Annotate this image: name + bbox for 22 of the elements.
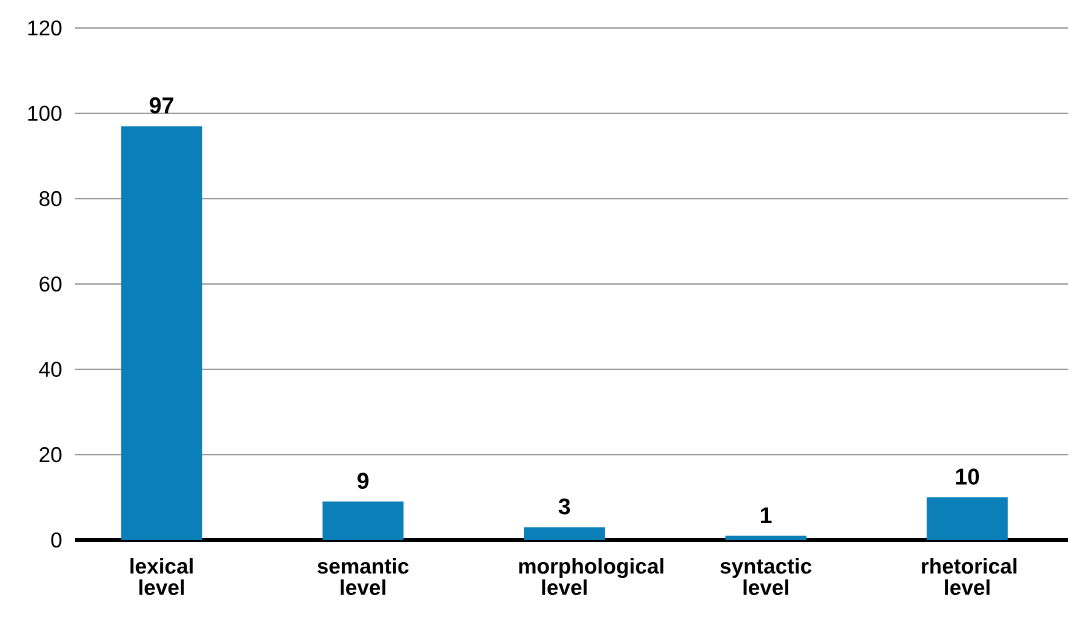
y-tick-label: 80 (39, 191, 62, 207)
bar (725, 535, 807, 540)
x-tick-label: semantic level (317, 558, 409, 596)
y-tick-label: 120 (28, 20, 62, 36)
x-tick-label: rhetorical level (922, 558, 1017, 596)
y-tick-label: 40 (39, 361, 62, 377)
data-label: 9 (357, 472, 369, 489)
x-tick-label: morphological level (519, 558, 664, 596)
data-label: 3 (558, 498, 570, 515)
data-label: 10 (956, 468, 979, 485)
bar (121, 126, 203, 540)
bar (523, 527, 605, 540)
data-label: 97 (149, 97, 174, 114)
y-tick-label: 60 (39, 276, 62, 292)
y-tick-label: 20 (39, 447, 62, 463)
bar (322, 501, 404, 540)
y-tick-label: 100 (28, 105, 62, 121)
bar (926, 497, 1008, 540)
data-label: 1 (761, 507, 772, 524)
x-tick-label: lexical level (130, 558, 193, 596)
x-tick-label: syntactic level (720, 558, 812, 596)
y-tick-label: 0 (51, 532, 62, 548)
